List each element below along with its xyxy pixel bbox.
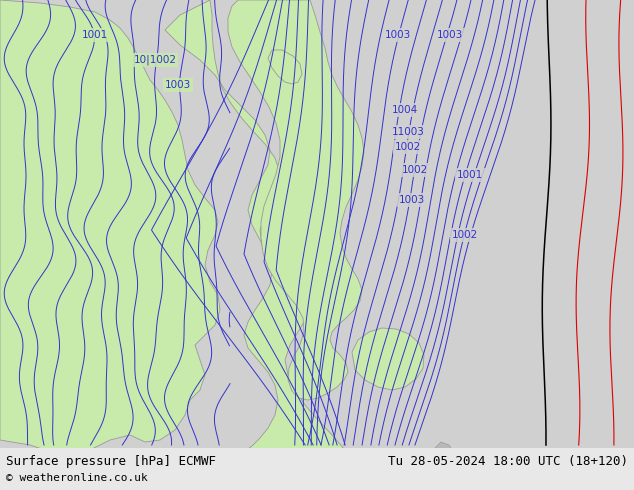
Bar [0, 448, 634, 490]
Text: 1004: 1004 [392, 105, 418, 115]
Polygon shape [268, 50, 302, 84]
Text: 1003: 1003 [437, 30, 463, 40]
Text: 1001: 1001 [457, 170, 483, 180]
Text: Tu 28-05-2024 18:00 UTC (18+120): Tu 28-05-2024 18:00 UTC (18+120) [388, 455, 628, 468]
Polygon shape [352, 328, 424, 390]
Text: © weatheronline.co.uk: © weatheronline.co.uk [6, 473, 148, 483]
Text: 11003: 11003 [392, 127, 424, 137]
Text: 1001: 1001 [82, 30, 108, 40]
Text: 1002: 1002 [402, 165, 428, 175]
Text: 1002: 1002 [452, 230, 478, 240]
Text: 1003: 1003 [385, 30, 411, 40]
Text: 1003: 1003 [165, 80, 191, 90]
Polygon shape [435, 442, 458, 484]
Text: 1003: 1003 [399, 195, 425, 205]
Polygon shape [0, 0, 220, 455]
Text: Surface pressure [hPa] ECMWF: Surface pressure [hPa] ECMWF [6, 455, 216, 468]
Polygon shape [165, 0, 370, 490]
Polygon shape [228, 0, 364, 400]
Text: 1002: 1002 [395, 142, 421, 152]
Text: 10|1002: 10|1002 [134, 55, 176, 65]
